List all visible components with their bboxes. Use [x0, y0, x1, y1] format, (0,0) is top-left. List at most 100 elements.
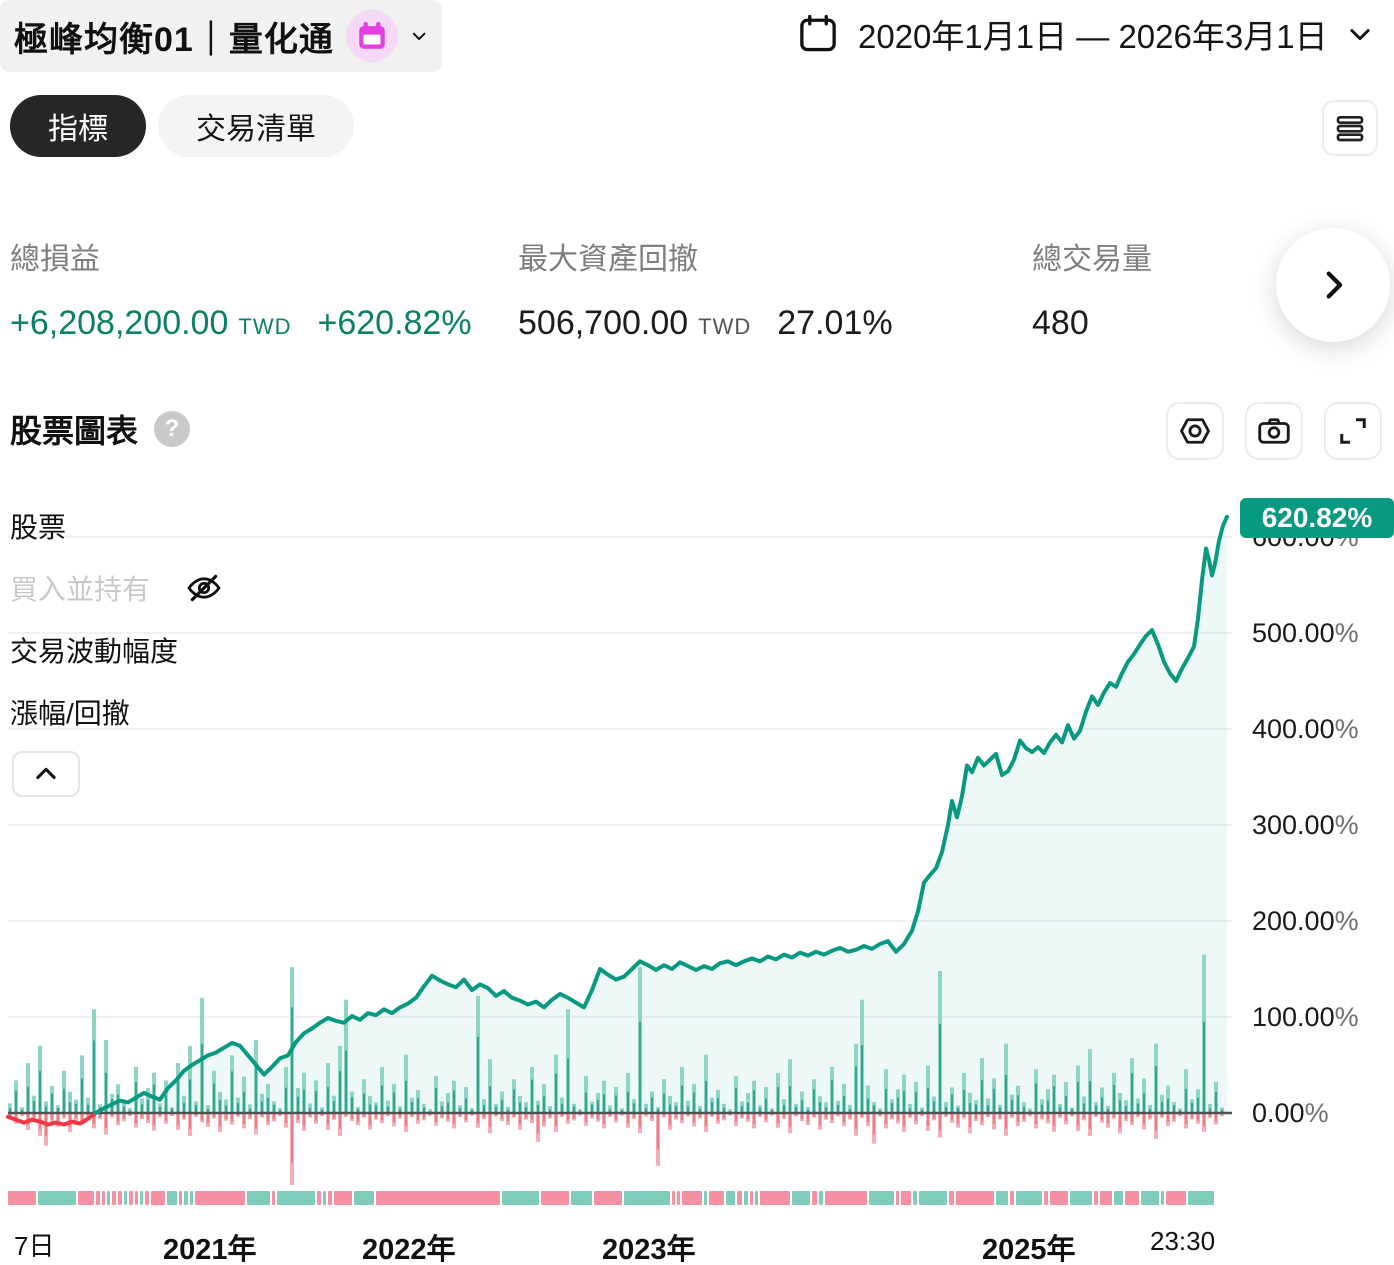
volatility-bar [555, 1073, 557, 1113]
volatility-bar [393, 1092, 395, 1113]
help-icon[interactable]: ? [154, 411, 191, 447]
volatility-bar [477, 1036, 479, 1113]
volatility-bar [333, 1100, 335, 1113]
drawdown-bar [375, 1113, 377, 1118]
stat-label: 總損益 [10, 243, 100, 276]
drawdown-bar [963, 1113, 965, 1117]
y-axis-label: 100.00% [1252, 1002, 1359, 1032]
volatility-bar [105, 1072, 107, 1113]
legend-volatility[interactable]: 交易波動幅度 [10, 630, 178, 670]
collapse-legend-button[interactable] [12, 751, 80, 797]
volatility-bar [657, 1109, 659, 1113]
volatility-bar [1101, 1097, 1103, 1113]
drawdown-bar [309, 1113, 311, 1117]
drawdown-bar [561, 1113, 563, 1116]
volatility-bar [165, 1095, 167, 1113]
volatility-bar [837, 1105, 839, 1113]
volatility-bar [33, 1100, 35, 1113]
volatility-bar [717, 1098, 719, 1113]
timeline-segment [1044, 1191, 1048, 1205]
layout-rows-button[interactable] [1322, 100, 1378, 156]
magenta-calendar-icon [359, 21, 385, 49]
drawdown-bar [891, 1113, 893, 1118]
last-value-badge: 620.82% [1240, 498, 1394, 538]
drawdown-bar [801, 1113, 803, 1119]
timeline-segment [179, 1191, 182, 1205]
volatility-bar [711, 1101, 713, 1113]
drawdown-bar [999, 1113, 1001, 1118]
drawdown-bar [339, 1113, 341, 1130]
drawdown-bar [87, 1113, 89, 1116]
volatility-bar [501, 1100, 503, 1113]
volatility-bar [687, 1106, 689, 1113]
volatility-bar [57, 1108, 59, 1113]
strategy-selector[interactable]: 極峰均衡01｜量化通 [0, 0, 442, 72]
drawdown-bar [369, 1113, 371, 1125]
drawdown-bar [585, 1113, 587, 1122]
timeline-segment [869, 1191, 894, 1205]
timeline-segment [129, 1191, 133, 1205]
volatility-bar [1125, 1105, 1127, 1113]
legend-label: 漲幅/回撤 [10, 698, 130, 729]
tab-trade-list[interactable]: 交易清單 [158, 95, 354, 157]
x-axis-label: 7日 [14, 1231, 55, 1261]
date-range-picker[interactable]: 2020年1月1日 — 2026年3月1日 [796, 8, 1374, 60]
volatility-bar [141, 1104, 143, 1113]
equity-chart[interactable] [0, 488, 1240, 1190]
chart-settings-button[interactable] [1166, 402, 1224, 460]
volatility-bar [315, 1090, 317, 1113]
drawdown-bar [1023, 1113, 1025, 1120]
drawdown-bar [201, 1113, 203, 1120]
volatility-bar [249, 1108, 251, 1113]
drawdown-bar [1161, 1113, 1163, 1117]
snapshot-button[interactable] [1245, 402, 1303, 460]
timeline-segment [167, 1191, 177, 1205]
drawdown-bar [489, 1113, 491, 1128]
volatility-bar [543, 1096, 545, 1113]
drawdown-bar [1143, 1113, 1145, 1125]
volatility-bar [1083, 1103, 1085, 1113]
drawdown-bar [27, 1113, 29, 1125]
legend-gain-drawdown[interactable]: 漲幅/回撤 [10, 692, 130, 732]
volatility-bar [195, 1105, 197, 1113]
eye-off-icon[interactable] [184, 568, 224, 608]
volatility-bar [615, 1095, 617, 1113]
timeline-segment [376, 1191, 500, 1205]
fullscreen-button[interactable] [1324, 402, 1382, 460]
drawdown-bar [1017, 1113, 1019, 1123]
volatility-bar [63, 1088, 65, 1113]
date-range-text: 2020年1月1日 — 2026年3月1日 [858, 18, 1328, 55]
camera-icon [1258, 418, 1290, 444]
drawdown-bar [681, 1113, 683, 1121]
tab-indicators[interactable]: 指標 [10, 95, 146, 157]
next-stats-button[interactable] [1276, 228, 1390, 342]
volatility-bar [369, 1104, 371, 1113]
drawdown-bar [237, 1113, 239, 1116]
drawdown-bar [1149, 1113, 1151, 1118]
drawdown-bar [993, 1113, 995, 1125]
volatility-bar [297, 1096, 299, 1113]
drawdown-bar [873, 1113, 875, 1135]
drawdown-bar [393, 1113, 395, 1123]
drawdown-bar [675, 1113, 677, 1118]
drawdown-bar [1119, 1113, 1121, 1128]
timeline-segment [334, 1191, 352, 1205]
volatility-bar [75, 1103, 77, 1113]
legend-buy-hold[interactable]: 買入並持有 [10, 568, 224, 608]
equity-curve-negative [6, 1111, 98, 1127]
timeline-segment [901, 1191, 911, 1205]
volatility-bar [807, 1109, 809, 1113]
volatility-bar [1155, 1066, 1157, 1113]
drawdown-bar [231, 1113, 233, 1122]
timeline-segment [1100, 1191, 1112, 1205]
drawdown-bar [927, 1113, 929, 1126]
drawdown-bar [225, 1113, 227, 1119]
drawdown-bar [285, 1113, 287, 1124]
legend-equity[interactable]: 股票 [10, 506, 66, 546]
drawdown-bar [513, 1113, 515, 1117]
volatility-bar [1005, 1074, 1007, 1113]
drawdown-bar [981, 1113, 983, 1122]
timeline-segment [956, 1191, 994, 1205]
drawdown-bar [63, 1113, 65, 1117]
volatility-bar [27, 1086, 29, 1113]
